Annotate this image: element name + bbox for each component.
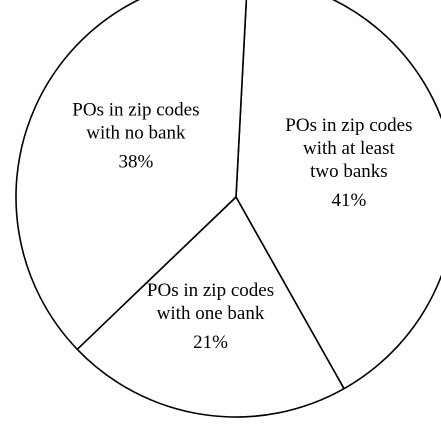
slice-label-line: with one bank xyxy=(157,303,265,324)
slice-label-line: with no bank xyxy=(86,123,186,144)
slice-label: POs in zip codes with at least two banks 41… xyxy=(285,115,412,211)
slice-value-label: 41% xyxy=(331,190,366,211)
slice-label-line: with at least xyxy=(303,138,396,159)
slice-label-line: POs in zip codes xyxy=(285,115,412,136)
slice-value-label: 21% xyxy=(193,332,228,353)
pie-slice xyxy=(235,0,441,390)
slice-label: POs in zip codes with one bank 21% xyxy=(147,280,274,353)
slice-label-line: POs in zip codes xyxy=(72,100,199,121)
slice-label-line: two banks xyxy=(310,161,388,182)
slice-label: POs in zip codes with no bank 38% xyxy=(72,100,199,173)
pie-slice xyxy=(15,0,248,351)
slice-value-label: 38% xyxy=(118,152,153,173)
pie-slice xyxy=(76,196,345,418)
slice-label-line: POs in zip codes xyxy=(147,280,274,301)
